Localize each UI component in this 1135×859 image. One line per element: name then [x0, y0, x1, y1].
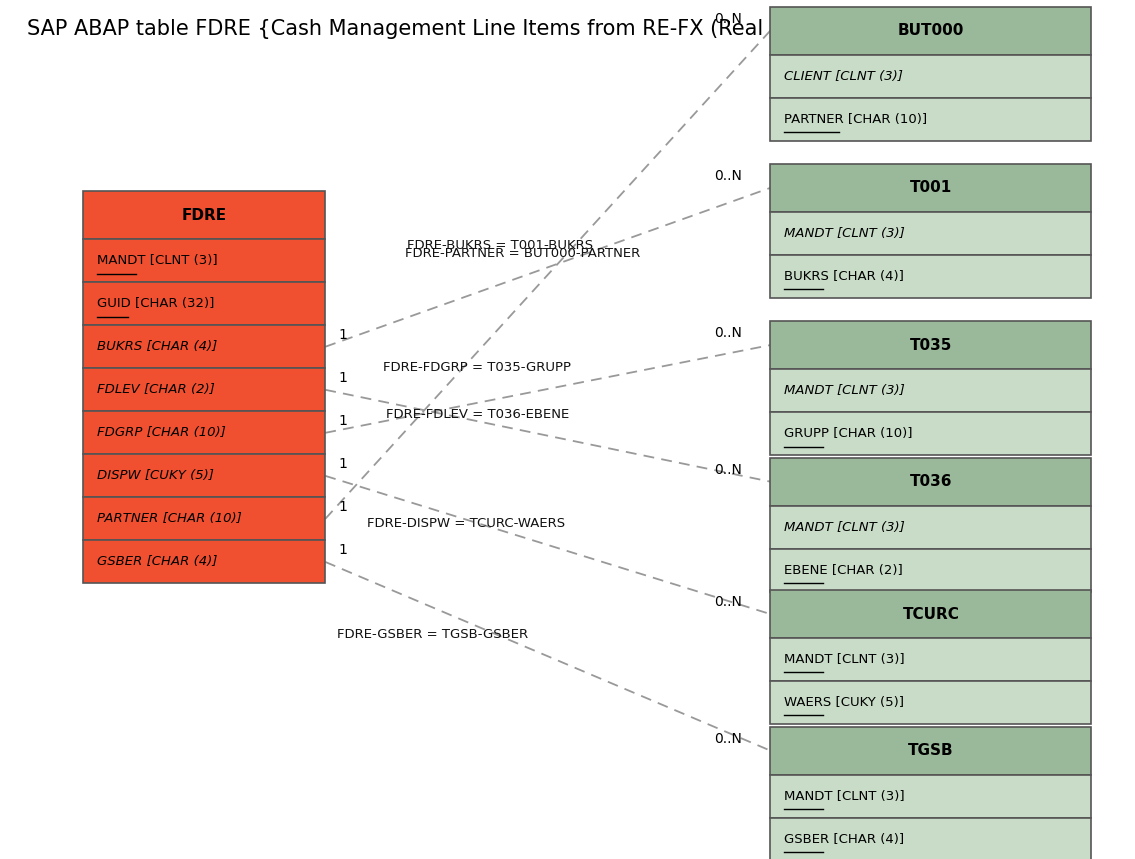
- FancyBboxPatch shape: [771, 638, 1092, 681]
- Text: FDGRP [CHAR (10)]: FDGRP [CHAR (10)]: [96, 426, 226, 439]
- Text: BUKRS [CHAR (4)]: BUKRS [CHAR (4)]: [96, 340, 217, 353]
- Text: GRUPP [CHAR (10)]: GRUPP [CHAR (10)]: [784, 427, 913, 440]
- Text: 1: 1: [338, 457, 347, 471]
- FancyBboxPatch shape: [771, 590, 1092, 638]
- Text: 0..N: 0..N: [714, 326, 742, 340]
- Text: T001: T001: [910, 180, 952, 195]
- FancyBboxPatch shape: [771, 255, 1092, 298]
- Text: 1: 1: [338, 414, 347, 428]
- FancyBboxPatch shape: [83, 454, 326, 497]
- Text: MANDT [CLNT (3)]: MANDT [CLNT (3)]: [784, 227, 905, 240]
- Text: FDRE: FDRE: [182, 208, 227, 222]
- Text: PARTNER [CHAR (10)]: PARTNER [CHAR (10)]: [784, 113, 927, 125]
- Text: BUKRS [CHAR (4)]: BUKRS [CHAR (4)]: [784, 270, 903, 283]
- FancyBboxPatch shape: [771, 7, 1092, 55]
- Text: MANDT [CLNT (3)]: MANDT [CLNT (3)]: [784, 384, 905, 397]
- Text: 0..N: 0..N: [714, 732, 742, 746]
- FancyBboxPatch shape: [771, 727, 1092, 775]
- Text: T035: T035: [909, 338, 952, 352]
- FancyBboxPatch shape: [771, 212, 1092, 255]
- FancyBboxPatch shape: [771, 458, 1092, 506]
- Text: CLIENT [CLNT (3)]: CLIENT [CLNT (3)]: [784, 70, 902, 82]
- Text: 1: 1: [338, 543, 347, 557]
- Text: FDRE-DISPW = TCURC-WAERS: FDRE-DISPW = TCURC-WAERS: [367, 517, 565, 530]
- Text: DISPW [CUKY (5)]: DISPW [CUKY (5)]: [96, 469, 213, 483]
- FancyBboxPatch shape: [771, 164, 1092, 212]
- Text: MANDT [CLNT (3)]: MANDT [CLNT (3)]: [784, 653, 905, 666]
- Text: FDLEV [CHAR (2)]: FDLEV [CHAR (2)]: [96, 383, 215, 396]
- Text: GUID [CHAR (32)]: GUID [CHAR (32)]: [96, 297, 213, 310]
- FancyBboxPatch shape: [771, 506, 1092, 549]
- FancyBboxPatch shape: [771, 369, 1092, 412]
- FancyBboxPatch shape: [771, 55, 1092, 98]
- Text: FDRE-FDGRP = T035-GRUPP: FDRE-FDGRP = T035-GRUPP: [384, 361, 571, 374]
- Text: 0..N: 0..N: [714, 169, 742, 183]
- FancyBboxPatch shape: [771, 98, 1092, 141]
- Text: WAERS [CUKY (5)]: WAERS [CUKY (5)]: [784, 696, 903, 709]
- FancyBboxPatch shape: [771, 818, 1092, 859]
- Text: FDRE-PARTNER = BUT000-PARTNER: FDRE-PARTNER = BUT000-PARTNER: [405, 247, 640, 260]
- Text: FDRE-FDLEV = T036-EBENE: FDRE-FDLEV = T036-EBENE: [386, 408, 569, 421]
- FancyBboxPatch shape: [771, 412, 1092, 455]
- FancyBboxPatch shape: [83, 497, 326, 540]
- FancyBboxPatch shape: [83, 369, 326, 411]
- Text: SAP ABAP table FDRE {Cash Management Line Items from RE-FX (Real Estate)}: SAP ABAP table FDRE {Cash Management Lin…: [27, 19, 857, 39]
- FancyBboxPatch shape: [771, 775, 1092, 818]
- FancyBboxPatch shape: [83, 192, 326, 239]
- Text: BUT000: BUT000: [898, 23, 964, 38]
- Text: EBENE [CHAR (2)]: EBENE [CHAR (2)]: [784, 564, 902, 576]
- Text: T036: T036: [909, 474, 952, 489]
- Text: 1: 1: [338, 371, 347, 385]
- FancyBboxPatch shape: [83, 540, 326, 583]
- FancyBboxPatch shape: [83, 239, 326, 283]
- Text: 0..N: 0..N: [714, 463, 742, 477]
- Text: TGSB: TGSB: [908, 743, 953, 758]
- Text: PARTNER [CHAR (10)]: PARTNER [CHAR (10)]: [96, 512, 242, 526]
- Text: MANDT [CLNT (3)]: MANDT [CLNT (3)]: [784, 521, 905, 533]
- Text: TCURC: TCURC: [902, 606, 959, 622]
- Text: 1: 1: [338, 500, 347, 514]
- Text: GSBER [CHAR (4)]: GSBER [CHAR (4)]: [96, 556, 217, 569]
- FancyBboxPatch shape: [771, 681, 1092, 724]
- FancyBboxPatch shape: [83, 326, 326, 369]
- Text: GSBER [CHAR (4)]: GSBER [CHAR (4)]: [784, 832, 903, 845]
- FancyBboxPatch shape: [83, 283, 326, 326]
- FancyBboxPatch shape: [771, 549, 1092, 592]
- Text: FDRE-GSBER = TGSB-GSBER: FDRE-GSBER = TGSB-GSBER: [337, 628, 528, 642]
- Text: 0..N: 0..N: [714, 12, 742, 26]
- FancyBboxPatch shape: [83, 411, 326, 454]
- Text: 0..N: 0..N: [714, 595, 742, 609]
- Text: MANDT [CLNT (3)]: MANDT [CLNT (3)]: [784, 789, 905, 802]
- Text: 1: 1: [338, 328, 347, 342]
- Text: MANDT [CLNT (3)]: MANDT [CLNT (3)]: [96, 254, 217, 267]
- Text: FDRE-BUKRS = T001-BUKRS: FDRE-BUKRS = T001-BUKRS: [406, 240, 592, 253]
- FancyBboxPatch shape: [771, 321, 1092, 369]
